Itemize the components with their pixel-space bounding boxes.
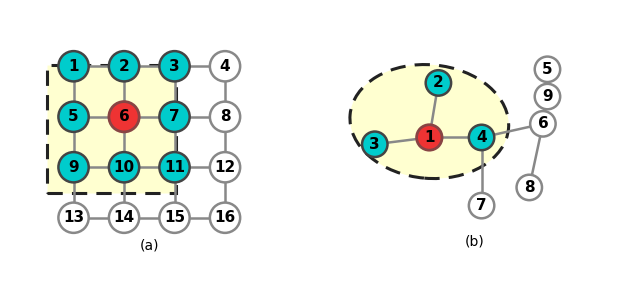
Circle shape xyxy=(109,152,139,182)
Text: 1: 1 xyxy=(424,130,435,145)
Text: 15: 15 xyxy=(164,210,185,225)
Text: 8: 8 xyxy=(524,180,534,195)
Circle shape xyxy=(530,111,555,137)
FancyBboxPatch shape xyxy=(47,65,176,193)
Circle shape xyxy=(58,152,89,182)
Circle shape xyxy=(362,131,388,157)
Circle shape xyxy=(210,202,240,233)
Text: 2: 2 xyxy=(119,59,129,74)
Text: 4: 4 xyxy=(220,59,230,74)
Text: (a): (a) xyxy=(139,239,159,252)
Text: 9: 9 xyxy=(542,89,553,104)
Circle shape xyxy=(58,51,89,82)
Circle shape xyxy=(535,57,560,82)
Text: 3: 3 xyxy=(169,59,180,74)
Text: 3: 3 xyxy=(369,137,380,152)
Circle shape xyxy=(417,125,442,150)
Text: 5: 5 xyxy=(68,109,79,124)
Text: 12: 12 xyxy=(215,160,236,175)
Circle shape xyxy=(159,202,190,233)
Circle shape xyxy=(109,102,139,132)
Text: (b): (b) xyxy=(465,235,485,249)
Text: 7: 7 xyxy=(169,109,180,124)
Circle shape xyxy=(535,84,560,109)
Circle shape xyxy=(58,202,89,233)
Circle shape xyxy=(109,51,139,82)
Text: 2: 2 xyxy=(433,76,443,90)
Circle shape xyxy=(469,125,494,150)
Circle shape xyxy=(210,152,240,182)
Circle shape xyxy=(210,51,240,82)
Circle shape xyxy=(469,193,494,218)
Text: 13: 13 xyxy=(63,210,84,225)
Text: 6: 6 xyxy=(537,116,548,131)
Circle shape xyxy=(58,102,89,132)
Text: 10: 10 xyxy=(113,160,134,175)
Text: 6: 6 xyxy=(119,109,129,124)
Text: 5: 5 xyxy=(542,62,553,77)
Circle shape xyxy=(159,152,190,182)
Text: 7: 7 xyxy=(476,198,487,213)
Circle shape xyxy=(425,70,451,96)
Circle shape xyxy=(210,102,240,132)
Text: 14: 14 xyxy=(113,210,134,225)
Circle shape xyxy=(109,202,139,233)
Text: 16: 16 xyxy=(215,210,236,225)
Text: 4: 4 xyxy=(476,130,487,145)
Text: 9: 9 xyxy=(68,160,79,175)
Text: 8: 8 xyxy=(220,109,230,124)
Text: 1: 1 xyxy=(68,59,79,74)
Circle shape xyxy=(516,175,542,200)
Text: 11: 11 xyxy=(164,160,185,175)
Ellipse shape xyxy=(350,64,509,179)
Circle shape xyxy=(159,51,190,82)
Circle shape xyxy=(159,102,190,132)
